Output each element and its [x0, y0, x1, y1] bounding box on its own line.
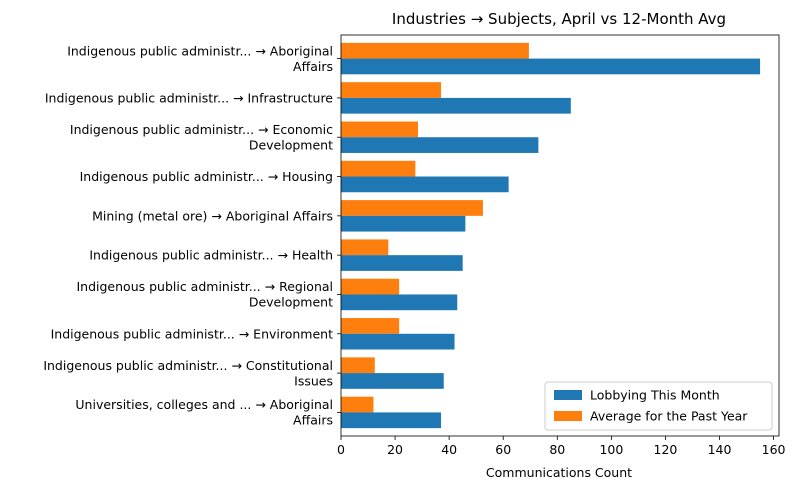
bar-lobbying-this-month — [341, 215, 466, 232]
x-tick-label: 20 — [387, 442, 403, 457]
legend-entry: Lobbying This Month — [590, 388, 720, 403]
category-label: Indigenous public administr... → Environ… — [51, 326, 334, 341]
bar-lobbying-this-month — [341, 333, 455, 350]
x-tick-label: 40 — [441, 442, 457, 457]
bar-lobbying-this-month — [341, 137, 539, 153]
x-axis-label: Communications Count — [486, 465, 632, 480]
category-label: Indigenous public administr... → Constit… — [43, 358, 333, 373]
category-label: Affairs — [293, 413, 333, 428]
x-tick-label: 0 — [337, 442, 345, 457]
legend-entry: Average for the Past Year — [590, 409, 748, 424]
category-label: Development — [249, 295, 333, 310]
bars-layer — [341, 42, 761, 429]
bar-average-past-year — [341, 239, 389, 256]
x-tick-label: 140 — [708, 442, 732, 457]
bar-lobbying-this-month — [341, 255, 463, 271]
x-tick-label: 100 — [599, 442, 623, 457]
category-label: Indigenous public administr... → Housing — [80, 169, 333, 184]
bar-lobbying-this-month — [341, 294, 458, 311]
bar-average-past-year — [341, 396, 374, 413]
category-label: Indigenous public administr... → Health — [89, 248, 333, 263]
x-tick-label: 80 — [549, 442, 565, 457]
bar-lobbying-this-month — [341, 412, 442, 429]
bar-average-past-year — [341, 82, 442, 98]
bar-average-past-year — [341, 278, 400, 295]
category-label: Indigenous public administr... → Aborigi… — [67, 43, 333, 58]
bar-average-past-year — [341, 357, 375, 374]
bar-average-past-year — [341, 200, 483, 216]
bar-average-past-year — [341, 121, 419, 138]
category-label: Mining (metal ore) → Aboriginal Affairs — [92, 208, 333, 223]
legend-box — [544, 381, 773, 431]
x-tick-label: 160 — [762, 442, 786, 457]
category-label: Indigenous public administr... → Regiona… — [76, 279, 333, 294]
bar-lobbying-this-month — [341, 176, 509, 193]
legend-swatch — [554, 411, 582, 421]
category-label: Issues — [294, 373, 333, 388]
bar-average-past-year — [341, 160, 416, 177]
bar-lobbying-this-month — [341, 58, 761, 75]
category-label: Indigenous public administr... → Economi… — [70, 122, 333, 137]
bar-average-past-year — [341, 42, 529, 59]
category-label: Affairs — [293, 59, 333, 74]
category-label: Universities, colleges and ... → Aborigi… — [75, 397, 333, 412]
plot-frame — [340, 34, 780, 437]
y-axis-categories: Indigenous public administr... → Aborigi… — [43, 43, 341, 428]
bar-lobbying-this-month — [341, 373, 444, 389]
x-tick-label: 120 — [654, 442, 678, 457]
bar-average-past-year — [341, 318, 400, 334]
x-tick-label: 60 — [495, 442, 511, 457]
chart-title: Industries → Subjects, April vs 12-Month… — [392, 10, 726, 28]
legend: Lobbying This Month Average for the Past … — [544, 381, 773, 431]
x-axis-ticks: 0 20 40 60 80 100 120 140 160 — [337, 436, 786, 457]
category-label: Development — [249, 137, 333, 152]
legend-swatch — [554, 390, 582, 400]
category-label: Indigenous public administr... → Infrast… — [45, 90, 333, 105]
bar-lobbying-this-month — [341, 97, 571, 114]
